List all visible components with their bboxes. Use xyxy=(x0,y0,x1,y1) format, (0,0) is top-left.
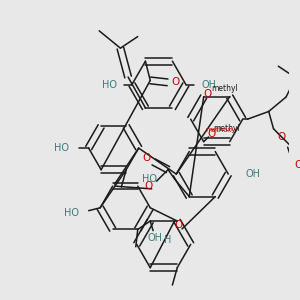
Text: OH: OH xyxy=(201,80,216,89)
Text: OH: OH xyxy=(246,169,261,179)
Text: O: O xyxy=(294,160,300,170)
Text: methyl: methyl xyxy=(211,84,238,93)
Text: methyl: methyl xyxy=(213,124,240,133)
Text: methoxy: methoxy xyxy=(206,127,236,133)
Text: O: O xyxy=(174,220,182,230)
Text: O: O xyxy=(207,129,215,139)
Text: O: O xyxy=(203,89,211,99)
Text: HO: HO xyxy=(64,208,79,218)
Text: HO: HO xyxy=(142,174,157,184)
Text: HO: HO xyxy=(101,80,116,89)
Text: O: O xyxy=(277,131,285,142)
Text: O: O xyxy=(143,153,151,163)
Text: H: H xyxy=(164,235,171,245)
Text: HO: HO xyxy=(54,143,69,153)
Text: O: O xyxy=(145,181,153,191)
Text: OH: OH xyxy=(148,233,163,243)
Text: O: O xyxy=(171,77,179,87)
